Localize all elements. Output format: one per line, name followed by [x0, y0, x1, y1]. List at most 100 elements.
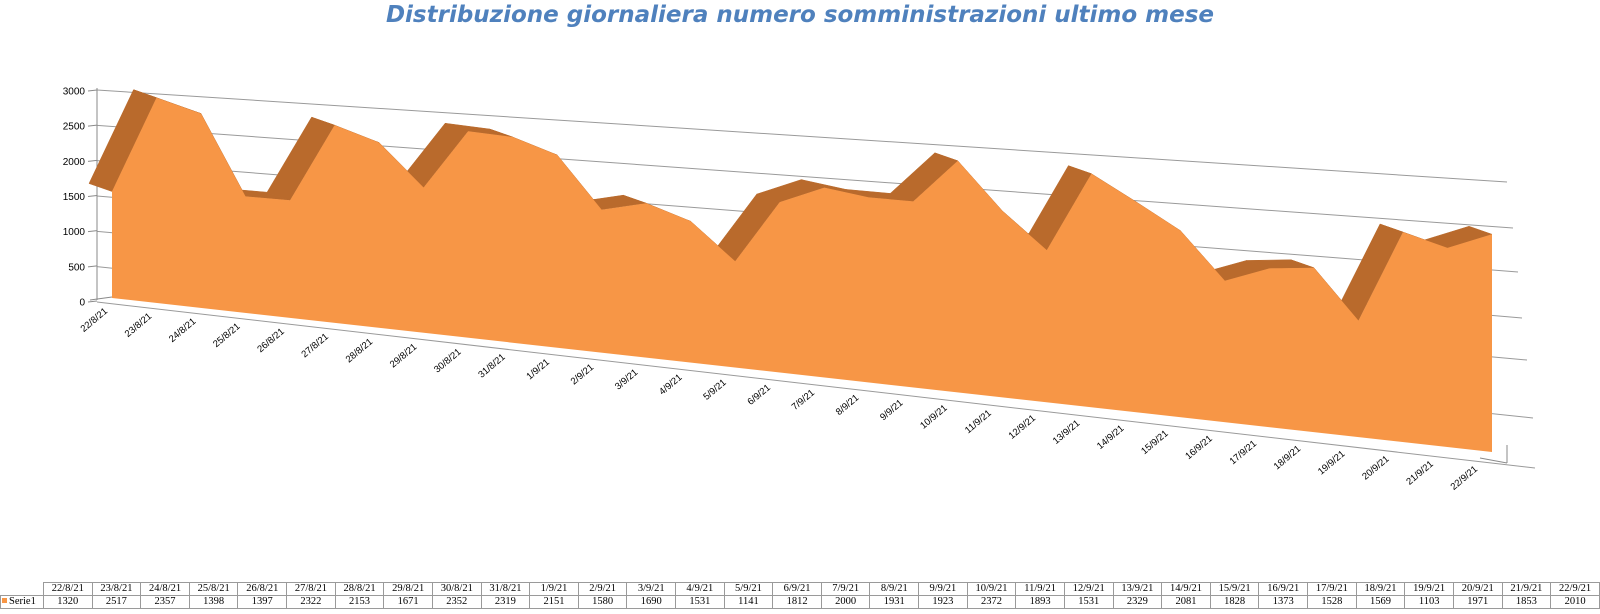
data-table-value-cell: 2322: [286, 595, 336, 609]
data-table-header-cell: 18/9/21: [1355, 582, 1406, 596]
x-tick-label: 23/8/21: [123, 311, 154, 340]
data-table: 22/8/21 23/8/21 24/8/21 25/8/21 26/8/21 27/8/…: [0, 582, 1600, 609]
data-table-header-cell: 12/9/21: [1063, 582, 1114, 596]
data-table-value-cell: 2010: [1550, 595, 1600, 609]
x-tick-label: 22/9/21: [1449, 464, 1480, 493]
y-tick-mark: [87, 124, 98, 127]
data-table-value-cell: 2357: [140, 595, 190, 609]
x-tick-label: 25/8/21: [211, 321, 242, 350]
y-tick-mark: [87, 89, 98, 92]
data-table-header-cell: 9/9/21: [918, 582, 968, 596]
data-table-value-cell: 2153: [334, 595, 385, 609]
x-tick-label: 26/8/21: [255, 326, 286, 355]
y-tick-label: 500: [68, 262, 85, 273]
x-tick-label: 20/9/21: [1360, 454, 1391, 483]
data-table-row: Serie1 1320 2517 2357 1398 1397 2322 2153 1671 2…: [0, 595, 1600, 609]
data-table-value-cell: 1397: [237, 595, 288, 609]
data-table-header-cell: 3/9/21: [626, 582, 677, 596]
y-tick-mark: [87, 300, 98, 303]
data-table-value-cell: 1398: [188, 595, 239, 609]
data-table-value-cell: 1531: [1063, 595, 1114, 609]
y-tick-mark: [87, 230, 98, 233]
x-tick-label: 2/9/21: [569, 362, 596, 387]
y-tick-mark: [87, 159, 98, 162]
data-table-header-cell: 20/9/21: [1452, 582, 1503, 596]
x-tick-label: 15/9/21: [1139, 428, 1170, 457]
data-table-header-cell: 19/9/21: [1404, 582, 1454, 596]
data-table-value-cell: 2372: [966, 595, 1017, 609]
x-tick-label: 4/9/21: [657, 372, 684, 397]
x-tick-label: 5/9/21: [701, 377, 728, 402]
x-tick-label: 30/8/21: [432, 347, 463, 376]
data-table-header-cell: 5/9/21: [723, 582, 774, 596]
x-tick-label: 17/9/21: [1228, 438, 1259, 467]
data-table-header-cell: 25/8/21: [188, 582, 239, 596]
x-tick-label: 29/8/21: [388, 342, 419, 371]
floor-left-edge: [89, 296, 113, 301]
x-tick-label: 27/8/21: [300, 331, 331, 360]
data-table-header-cell: 31/8/21: [480, 582, 531, 596]
x-tick-label: 9/9/21: [878, 398, 905, 423]
data-table-value-cell: 1528: [1307, 595, 1357, 609]
x-tick-label: 16/9/21: [1183, 433, 1214, 462]
data-table-value-cell: 2352: [431, 595, 482, 609]
x-tick-label: 8/9/21: [834, 393, 861, 418]
data-table-header-cell: 2/9/21: [577, 582, 628, 596]
x-tick-label: 22/8/21: [79, 306, 110, 335]
data-table-value-cell: 1971: [1452, 595, 1503, 609]
x-tick-label: 19/9/21: [1316, 449, 1347, 478]
data-table-value-cell: 1141: [723, 595, 774, 609]
x-tick-label: 24/8/21: [167, 316, 198, 345]
data-table-header-cell: 22/9/21: [1550, 582, 1600, 596]
x-tick-label: 12/9/21: [1007, 413, 1038, 442]
data-table-header-cell: 28/8/21: [334, 582, 385, 596]
data-table-corner: [0, 582, 44, 596]
data-table-header-cell: 21/9/21: [1501, 582, 1552, 596]
plot-walls: [89, 88, 1508, 464]
data-table-header-cell: 24/8/21: [140, 582, 190, 596]
area-front-face: [112, 97, 1492, 452]
x-tick-label: 28/8/21: [344, 336, 375, 365]
data-table-value-cell: 1690: [626, 595, 677, 609]
y-tick-label: 2500: [63, 122, 86, 133]
data-table-value-cell: 1828: [1209, 595, 1260, 609]
data-table-header-cell: 13/9/21: [1112, 582, 1163, 596]
gridline-0: [96, 301, 1536, 469]
data-table-header-cell: 7/9/21: [820, 582, 871, 596]
x-tick-label: 18/9/21: [1272, 443, 1303, 472]
chart-title: Distribuzione giornaliera numero sommini…: [385, 2, 1215, 28]
data-table-value-cell: 1893: [1015, 595, 1065, 609]
data-table-header-cell: 30/8/21: [431, 582, 482, 596]
x-tick-label: 31/8/21: [476, 352, 507, 381]
y-tick-label: 0: [79, 298, 85, 309]
data-table-value-cell: 1812: [772, 595, 822, 609]
data-table-value-cell: 1853: [1501, 595, 1552, 609]
data-table-series-label: Serie1: [0, 595, 44, 609]
data-table-header-cell: 14/9/21: [1161, 582, 1211, 596]
x-tick-label: 11/9/21: [963, 408, 994, 436]
y-axis-ticks: 0 500 1000 1500 2000 2500 3000: [63, 87, 98, 309]
data-table-value-cell: 1103: [1404, 595, 1454, 609]
data-table-header-cell: 8/9/21: [869, 582, 920, 596]
data-table-value-cell: 1373: [1258, 595, 1309, 609]
x-tick-label: 10/9/21: [918, 403, 949, 432]
area-series: [88, 89, 1493, 452]
data-table-value-cell: 1671: [383, 595, 433, 609]
floor-front-edge: [1479, 457, 1508, 464]
x-tick-label: 3/9/21: [613, 367, 640, 392]
y-tick-label: 2000: [63, 157, 86, 168]
gridline-3000: [96, 89, 1508, 183]
data-table-header-cell: 22/8/21: [42, 582, 93, 596]
x-tick-label: 7/9/21: [790, 387, 817, 412]
series-name: Serie1: [9, 596, 36, 608]
data-table-value-cell: 2081: [1161, 595, 1211, 609]
data-table-header-cell: 16/9/21: [1258, 582, 1309, 596]
data-table-header-row: 22/8/21 23/8/21 24/8/21 25/8/21 26/8/21 27/8/…: [0, 582, 1600, 596]
y-tick-mark: [87, 265, 98, 268]
data-table-header-cell: 27/8/21: [286, 582, 336, 596]
data-table-header-cell: 10/9/21: [966, 582, 1017, 596]
data-table-header-cell: 29/8/21: [383, 582, 433, 596]
chart-plot: 0 500 1000 1500 2000 2500 3000 22/8/21 23/8/21 2…: [63, 87, 1536, 493]
x-tick-label: 13/9/21: [1051, 418, 1082, 447]
data-table-value-cell: 1923: [918, 595, 968, 609]
